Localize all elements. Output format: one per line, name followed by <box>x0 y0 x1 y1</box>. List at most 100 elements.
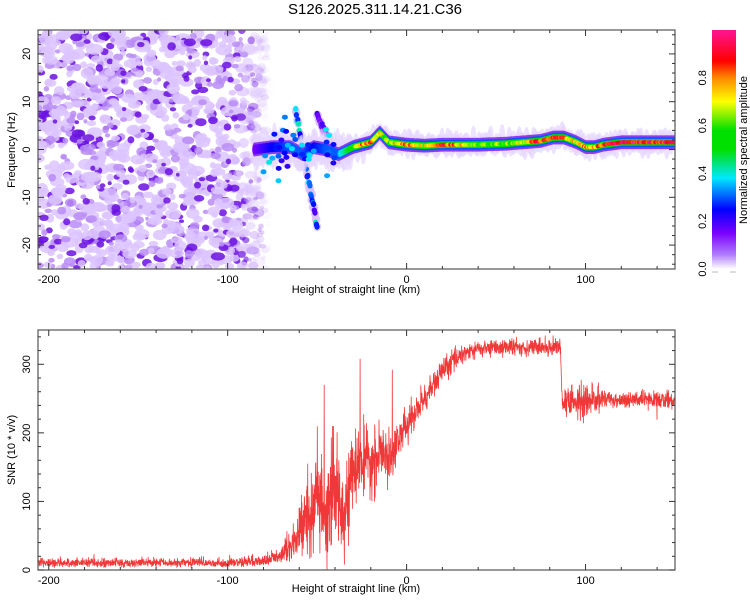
noise-blob <box>70 110 77 117</box>
noise-blob <box>254 182 262 190</box>
ridge-blob <box>269 155 276 161</box>
noise-blob <box>111 154 118 162</box>
ridge-blob <box>324 173 331 179</box>
colorbar-tick-label: 0.4 <box>697 166 709 181</box>
noise-blob <box>146 145 156 151</box>
noise-blob <box>187 65 197 74</box>
noise-blob <box>117 198 123 204</box>
ridge-blob <box>278 137 285 143</box>
noise-blob <box>122 107 127 112</box>
noise-blob <box>48 245 55 249</box>
noise-blob <box>38 139 47 149</box>
colorbar-tick-label: 0.8 <box>697 70 709 85</box>
ridge-blob <box>324 152 331 158</box>
noise-blob <box>72 63 82 72</box>
noise-blob <box>152 138 159 143</box>
noise-blob <box>246 106 255 112</box>
ridge-blob <box>298 142 305 148</box>
noise-blob <box>44 126 59 137</box>
noise-blob <box>108 241 114 246</box>
noise-blob <box>254 64 263 73</box>
noise-blob <box>166 202 179 210</box>
noise-blob <box>256 232 264 238</box>
noise-blob <box>111 85 123 95</box>
colorbar-tick-label: 0.6 <box>697 118 709 133</box>
noise-blob <box>162 188 172 196</box>
noise-blob <box>86 63 96 69</box>
noise-blob <box>66 117 76 124</box>
noise-blob <box>154 177 164 184</box>
noise-blob <box>254 186 263 192</box>
noise-blob <box>231 63 239 69</box>
streak-mark <box>293 105 299 112</box>
noise-blob <box>178 158 190 166</box>
noise-blob <box>261 44 271 53</box>
noise-blob <box>251 240 262 247</box>
noise-blob <box>45 227 53 234</box>
noise-blob <box>186 243 198 252</box>
noise-blob <box>91 104 99 111</box>
noise-blob <box>57 142 65 149</box>
noise-blob <box>179 78 194 87</box>
noise-blob <box>82 134 95 142</box>
noise-blob <box>82 198 90 205</box>
streak-mark <box>295 120 302 127</box>
y-tick-label: 0 <box>21 567 33 573</box>
noise-blob <box>64 187 75 195</box>
noise-blob <box>238 261 248 269</box>
noise-blob <box>202 55 208 61</box>
noise-blob <box>104 68 116 77</box>
noise-blob <box>51 187 66 197</box>
noise-blob <box>44 79 57 87</box>
noise-blob <box>178 193 186 199</box>
noise-blob <box>136 60 143 67</box>
noise-blob <box>43 86 50 92</box>
noise-blob <box>194 181 201 189</box>
noise-blob <box>237 72 244 78</box>
noise-blob <box>92 254 103 266</box>
x-tick-label: 0 <box>404 274 410 286</box>
noise-blob <box>106 58 114 65</box>
x-tick-label: 100 <box>576 274 594 286</box>
noise-blob <box>154 215 162 222</box>
noise-blob <box>68 219 82 229</box>
noise-blob <box>134 228 150 240</box>
noise-blob <box>225 158 232 165</box>
noise-blob <box>98 230 111 240</box>
noise-blob <box>258 75 266 82</box>
noise-blob <box>147 133 154 141</box>
noise-blob <box>259 66 270 74</box>
noise-blob <box>247 261 259 269</box>
noise-blob <box>262 55 270 61</box>
noise-blob <box>120 244 128 252</box>
noise-blob <box>215 131 223 139</box>
noise-blob <box>203 60 209 66</box>
ridge-blob <box>276 145 283 151</box>
noise-blob <box>83 119 88 124</box>
noise-blob <box>95 249 101 255</box>
noise-blob <box>110 37 116 43</box>
noise-blob <box>258 223 264 229</box>
noise-blob <box>253 176 262 184</box>
noise-blob <box>228 155 240 165</box>
noise-blob <box>99 114 112 124</box>
noise-blob <box>125 264 133 269</box>
noise-blob <box>183 75 190 82</box>
x-tick-label: 0 <box>404 575 410 587</box>
noise-blob <box>106 173 114 182</box>
noise-blob <box>219 241 225 247</box>
noise-blob <box>202 209 209 214</box>
noise-blob <box>52 234 60 240</box>
noise-blob <box>164 124 172 131</box>
noise-blob <box>226 30 236 36</box>
ridge-blob <box>283 154 290 160</box>
noise-blob <box>237 250 246 258</box>
noise-blob <box>233 56 242 63</box>
noise-blob <box>38 110 48 120</box>
ridge-blob <box>330 160 337 166</box>
noise-blob <box>74 229 83 236</box>
noise-blob <box>184 250 194 259</box>
noise-blob <box>59 161 75 171</box>
colorbar-ticks: 0.0 0.2 0.4 0.6 0.8 <box>697 70 736 277</box>
noise-blob <box>122 179 130 185</box>
